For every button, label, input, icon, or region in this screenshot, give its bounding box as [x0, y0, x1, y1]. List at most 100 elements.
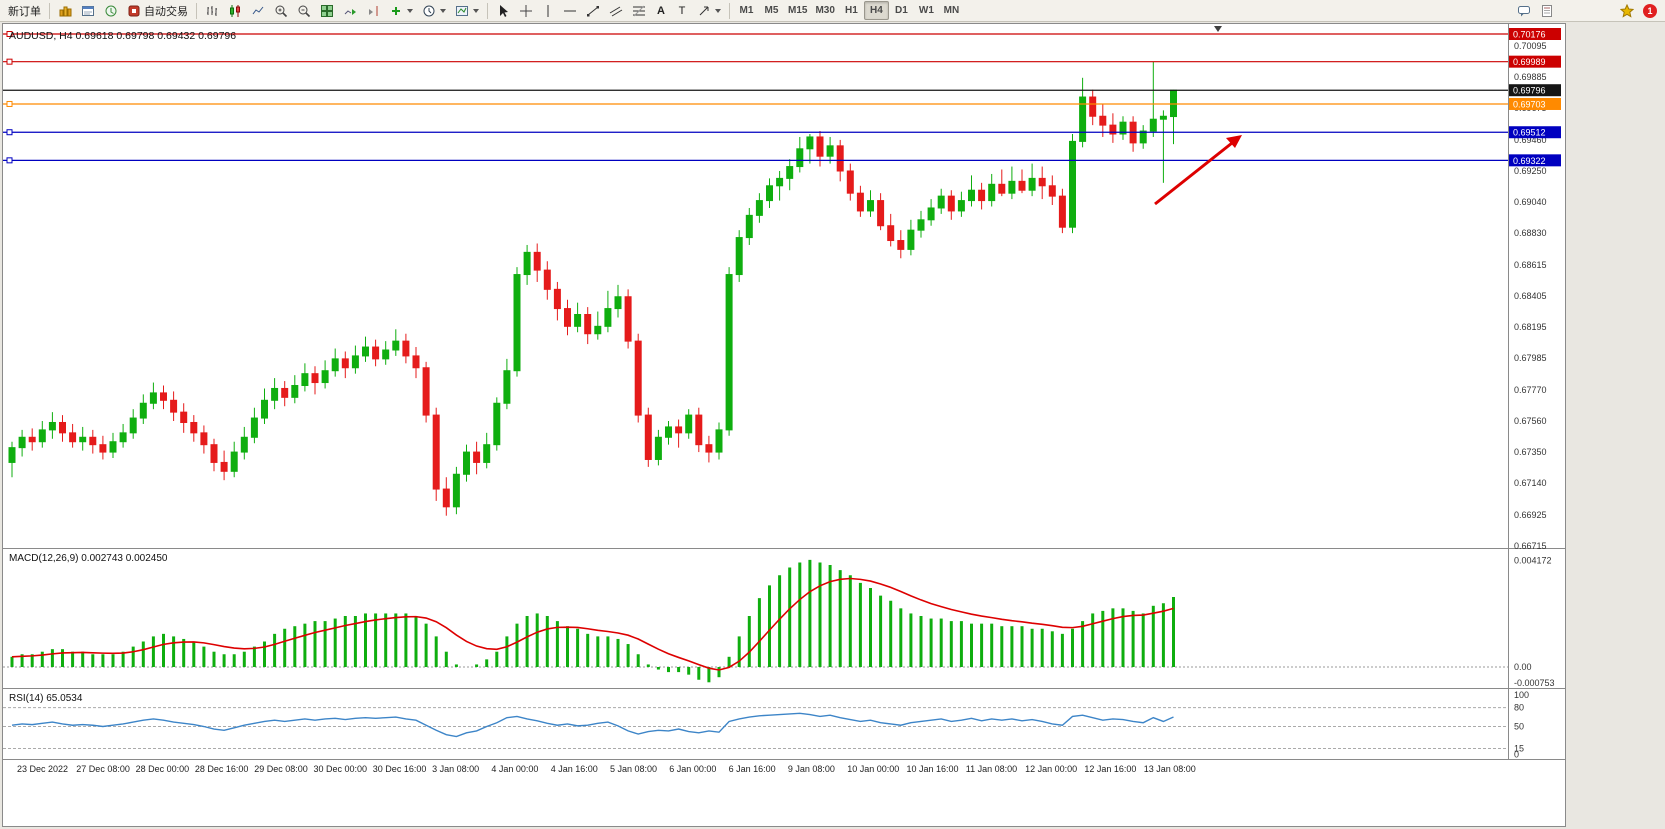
toolbar-separator: [196, 2, 197, 19]
svg-text:30 Dec 16:00: 30 Dec 16:00: [373, 764, 427, 774]
rsi-line: [11, 712, 1174, 738]
timeframe-H4-button[interactable]: H4: [863, 1, 889, 20]
dropdown-caret: [473, 8, 479, 13]
chart-window[interactable]: 0.700950.698850.696750.694600.692500.690…: [2, 23, 1566, 827]
candlestick-chart-button[interactable]: [224, 1, 246, 20]
svg-text:0.68615: 0.68615: [1514, 260, 1547, 270]
hline-0.69512[interactable]: 0.69512: [3, 126, 1561, 139]
workspace: 0.700950.698850.696750.694600.692500.690…: [0, 22, 1665, 829]
trendline-icon: [587, 5, 599, 16]
candles-layer: [8, 61, 1177, 516]
svg-text:0.67560: 0.67560: [1514, 416, 1547, 426]
horizontal-line-button[interactable]: [559, 1, 581, 20]
cursor-icon: [500, 4, 508, 17]
arrow-tool-icon: [699, 6, 709, 15]
svg-text:0: 0: [1514, 750, 1519, 760]
hline-0.70176[interactable]: 0.70176: [3, 28, 1561, 40]
trendline-button[interactable]: [582, 1, 604, 20]
auto-scroll-button[interactable]: [339, 1, 361, 20]
text-tool-label: A: [657, 4, 665, 17]
price-chart-canvas[interactable]: 0.700950.698850.696750.694600.692500.690…: [3, 24, 1565, 826]
svg-text:27 Dec 08:00: 27 Dec 08:00: [76, 764, 130, 774]
hline-0.69322[interactable]: 0.69322: [3, 154, 1561, 167]
timeframe-M30-button[interactable]: M30: [815, 5, 835, 16]
market-button[interactable]: [1616, 1, 1638, 20]
timeframe-MN-button[interactable]: MN: [943, 5, 960, 16]
svg-text:0.004172: 0.004172: [1514, 556, 1552, 566]
svg-text:0.69460: 0.69460: [1514, 135, 1547, 145]
auto-trading-label: 自动交易: [144, 5, 188, 18]
navigator-icon: [105, 5, 117, 16]
chart-title: AUDUSD, H4 0.69618 0.69798 0.69432 0.697…: [9, 30, 236, 42]
macd-panel[interactable]: 0.004172 0.00 -0.000753: [3, 556, 1555, 688]
timeframe-H1-button[interactable]: H1: [845, 5, 858, 16]
notifications-button[interactable]: 1: [1639, 1, 1661, 20]
indicators-button[interactable]: [385, 1, 417, 20]
svg-text:15: 15: [1514, 744, 1524, 754]
hline-0.69989[interactable]: 0.69989: [3, 55, 1561, 68]
svg-text:4 Jan 00:00: 4 Jan 00:00: [491, 764, 538, 774]
notification-badge: 1: [1643, 3, 1657, 18]
market-watch-button[interactable]: [54, 1, 76, 20]
templates-button[interactable]: [451, 1, 483, 20]
data-window-button[interactable]: [77, 1, 99, 20]
indicators-add-icon: [392, 6, 400, 15]
bar-chart-icon: [207, 5, 217, 16]
vertical-line-button[interactable]: [538, 1, 558, 20]
svg-text:11 Jan 08:00: 11 Jan 08:00: [966, 764, 1017, 774]
timeframe-D1-button[interactable]: D1: [895, 5, 908, 16]
svg-text:5 Jan 08:00: 5 Jan 08:00: [610, 764, 657, 774]
zoom-out-icon: [298, 5, 311, 17]
zoom-out-button[interactable]: [293, 1, 315, 20]
timeframe-M5-button[interactable]: M5: [764, 5, 779, 16]
svg-text:0.69703: 0.69703: [1513, 99, 1546, 109]
dropdown-caret: [715, 8, 721, 13]
hline-0.69796[interactable]: 0.69796: [3, 84, 1561, 97]
zoom-in-icon: [275, 5, 288, 17]
label-tool-button[interactable]: T: [672, 1, 692, 20]
crosshair-button[interactable]: [515, 1, 537, 20]
auto-scroll-icon: [344, 8, 356, 15]
hline-0.69703[interactable]: 0.69703: [3, 97, 1561, 110]
community-button[interactable]: [1513, 1, 1535, 20]
rsi-panel[interactable]: 100 80 50 150: [3, 690, 1529, 760]
macd-signal-line: [11, 577, 1174, 671]
zoom-in-button[interactable]: [270, 1, 292, 20]
fibonacci-button[interactable]: [628, 1, 650, 20]
line-chart-button[interactable]: [247, 1, 269, 20]
toolbar-separator: [49, 2, 50, 19]
chart-shift-button[interactable]: [362, 1, 384, 20]
price-axis[interactable]: 0.700950.698850.696750.694600.692500.690…: [1514, 41, 1547, 551]
tile-windows-button[interactable]: [316, 1, 338, 20]
cursor-button[interactable]: [492, 1, 514, 20]
svg-text:13 Jan 08:00: 13 Jan 08:00: [1144, 764, 1196, 774]
text-tool-button[interactable]: A: [651, 1, 671, 20]
channel-button[interactable]: [605, 1, 627, 20]
svg-text:3 Jan 08:00: 3 Jan 08:00: [432, 764, 479, 774]
navigator-button[interactable]: [100, 1, 122, 20]
svg-text:100: 100: [1514, 690, 1529, 700]
svg-text:0.69322: 0.69322: [1513, 156, 1546, 166]
svg-text:28 Dec 00:00: 28 Dec 00:00: [136, 764, 190, 774]
line-chart-icon: [252, 6, 264, 14]
svg-text:0.67140: 0.67140: [1514, 478, 1547, 488]
periods-button[interactable]: [418, 1, 450, 20]
new-order-button[interactable]: 新订单: [4, 1, 45, 20]
news-icon: [1542, 4, 1552, 17]
svg-text:12 Jan 00:00: 12 Jan 00:00: [1025, 764, 1077, 774]
news-button[interactable]: [1536, 1, 1558, 20]
timeframe-M1-button[interactable]: M1: [739, 5, 754, 16]
svg-text:0.69796: 0.69796: [1513, 86, 1546, 96]
timeframe-W1-button[interactable]: W1: [918, 5, 934, 16]
arrows-tool-button[interactable]: [693, 1, 725, 20]
bar-chart-button[interactable]: [201, 1, 223, 20]
auto-trading-icon: [128, 5, 140, 16]
time-axis[interactable]: 23 Dec 2022 27 Dec 08:00 28 Dec 00:00 28 De…: [17, 764, 1196, 774]
svg-text:6 Jan 16:00: 6 Jan 16:00: [729, 764, 776, 774]
trend-arrow-annotation[interactable]: [1154, 135, 1242, 206]
svg-text:0.69885: 0.69885: [1514, 72, 1547, 82]
toolbar-separator: [729, 2, 730, 19]
auto-trading-button[interactable]: 自动交易: [123, 1, 192, 20]
market-watch-icon: [59, 6, 72, 16]
timeframe-M15-button[interactable]: M15: [788, 5, 808, 16]
